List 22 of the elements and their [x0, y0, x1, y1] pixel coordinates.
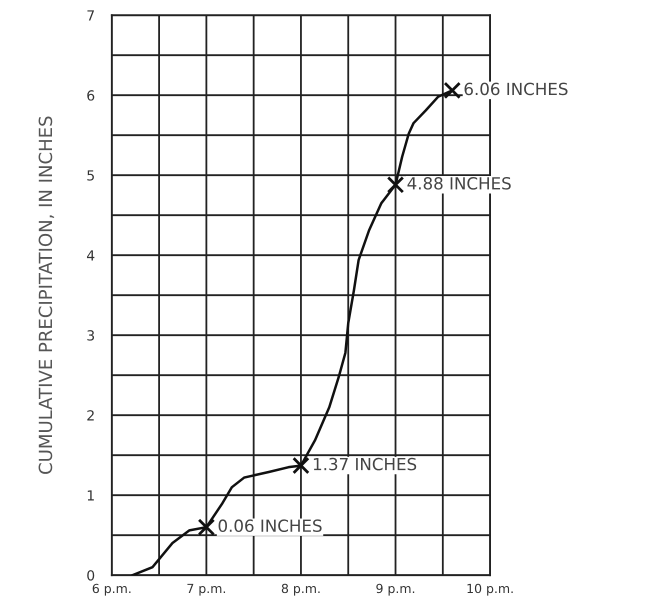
- x-tick-label: 6 p.m.: [92, 584, 130, 596]
- x-tick-label: 10 p.m.: [468, 584, 513, 596]
- point: [444, 82, 461, 100]
- y-tick-label: 4: [86, 250, 94, 260]
- point: [198, 518, 216, 536]
- y-tick-label: 6: [87, 90, 94, 101]
- y-axis-title: CUMULATIVE PRECIPITATION, IN INCHES: [38, 116, 54, 474]
- y-tick-label: 7: [87, 10, 94, 20]
- y-tick-label: 5: [87, 170, 94, 181]
- point: [292, 456, 310, 474]
- annotation: 4.88 INCHES: [407, 177, 511, 190]
- annotation: 6.06 INCHES: [464, 82, 568, 96]
- x-tick-label: 8 p.m.: [282, 584, 320, 596]
- y-tick-label: 3: [87, 330, 94, 341]
- annotation: 1.37 INCHES: [314, 458, 416, 470]
- y-tick-label: 1: [88, 490, 94, 500]
- x-tick-label: 7 p.m.: [187, 584, 226, 596]
- annotation: 0.06 INCHES: [218, 519, 322, 532]
- y-tick-label: 2: [87, 410, 94, 420]
- point: [386, 176, 404, 194]
- y-tick-label: 0: [87, 570, 94, 581]
- x-tick-label: 9 p.m.: [376, 584, 414, 596]
